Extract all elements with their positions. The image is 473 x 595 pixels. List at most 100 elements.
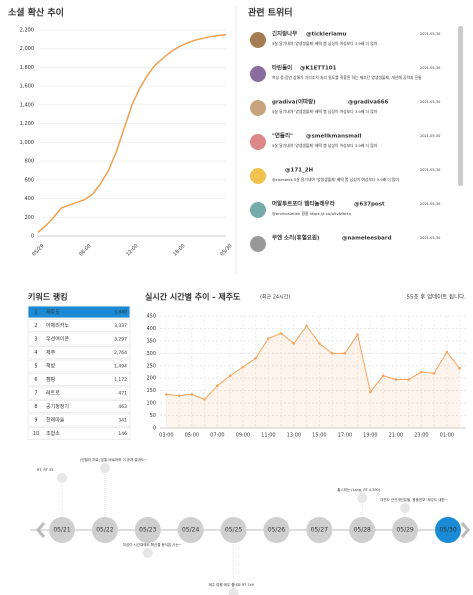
- rank: 9: [34, 418, 37, 424]
- x-tick-label: 13:00: [287, 433, 301, 439]
- y-tick-label: 0: [31, 234, 34, 240]
- x-tick-label: 09:00: [236, 433, 250, 439]
- tweet-text: 5살 달기내야 '양생생물제' 배떡 봄 남성이 여성보다 3.9배 더 많아: [272, 143, 378, 148]
- event-text: 제주 여행 매우 좋네요 RT 7k9: [209, 582, 254, 587]
- point: [267, 337, 270, 340]
- count: 2,764: [114, 350, 127, 356]
- ranking-row[interactable]: [28, 414, 130, 426]
- x-tick-label: 11:00: [261, 433, 275, 439]
- tweet-handle: @K1ETT101: [300, 66, 337, 72]
- ranking-row[interactable]: [28, 401, 130, 413]
- date-label: 05/30: [439, 527, 456, 534]
- tweet-date: 2021-05-30: [420, 134, 440, 138]
- tweet-date: 2021-05-30: [420, 202, 440, 206]
- event-avatar: [357, 493, 367, 503]
- point: [382, 374, 385, 377]
- tweet-text: @arvinosimleh 환잘 https://t.co/u5vN9e4n: [272, 211, 352, 216]
- tweet-handle: @tickleriamu: [306, 32, 347, 38]
- event-avatar: [57, 473, 67, 483]
- point: [318, 342, 321, 345]
- tweet-handle: @smellkmansmall: [306, 134, 362, 140]
- y-tick-label: 100: [146, 401, 156, 407]
- avatar: [250, 66, 266, 82]
- y-tick-label: 1,000: [20, 140, 34, 146]
- line: [38, 35, 226, 233]
- tweet-name: 긴지랑나무: [272, 30, 297, 38]
- keyword: 캠핑: [46, 376, 55, 383]
- avatar: [250, 100, 266, 116]
- x-tick-label: 05/30: [219, 243, 233, 257]
- tweet-name: gradiva(이따랑): [272, 98, 316, 106]
- avatar: [250, 236, 266, 252]
- point: [280, 332, 283, 335]
- y-tick-label: 2,000: [20, 46, 34, 52]
- avatar: [250, 134, 266, 150]
- tweet-handle: @171_2H: [285, 168, 314, 174]
- point: [229, 374, 232, 377]
- tweet-date: 2021-05-30: [420, 66, 440, 70]
- x-tick-label: 21:00: [389, 433, 403, 439]
- keyword: 레트로: [46, 390, 60, 397]
- y-tick-label: 400: [24, 196, 34, 202]
- count: 1,172: [114, 377, 127, 383]
- x-tick-label: 18:00: [172, 243, 186, 257]
- next-arrow[interactable]: [462, 523, 468, 537]
- x-tick-label: 12:00: [125, 243, 139, 257]
- tweet-handle: @637post: [354, 202, 385, 208]
- date-label: 05/24: [182, 527, 199, 534]
- ranking-row[interactable]: [28, 387, 130, 399]
- y-tick-label: 200: [146, 376, 156, 382]
- event-text: 여성이 시간대에도 확산결 봉석본 사는~: [123, 542, 182, 547]
- ranking-row[interactable]: [28, 428, 130, 440]
- y-tick-label: 1,200: [20, 121, 34, 127]
- date-label: 05/21: [53, 527, 70, 534]
- y-tick-label: 600: [24, 177, 34, 183]
- y-tick-label: 250: [146, 363, 156, 369]
- tweet-text: @chestexs 5살 달기내야 '양생생물제' 배떡 봄 남성이 여성보다 …: [272, 177, 400, 182]
- tweet-text: 5살 달기내야 '양생생물제' 배떡 봄 남성이 여성보다 3.9배 더 많아: [272, 41, 378, 46]
- tweet-date: 2021-05-30: [420, 32, 440, 36]
- x-tick-label: 05:00: [185, 433, 199, 439]
- event-avatar: [229, 588, 239, 595]
- y-tick-label: 150: [146, 388, 156, 394]
- rank: 1: [34, 310, 37, 316]
- event-text: RT, RT 35: [37, 468, 53, 472]
- point: [305, 325, 308, 328]
- point: [395, 378, 398, 381]
- y-tick-label: 800: [24, 159, 34, 165]
- count: 471: [118, 391, 127, 397]
- keyword: 한레마을: [46, 417, 65, 424]
- point: [446, 351, 449, 354]
- count: 5,840: [114, 310, 127, 316]
- tweet-handle: @nameleesbard: [342, 236, 392, 242]
- date-label: 05/29: [396, 527, 413, 534]
- rank: 6: [34, 377, 37, 383]
- count: 1,494: [114, 364, 127, 370]
- avatar: [250, 32, 266, 48]
- y-tick-label: 200: [24, 215, 34, 221]
- tweet-text: 여성 중·장년 상해가 기리조치 자리 밀도를 적용된 하는 제조단 양생생물제…: [272, 75, 422, 80]
- keyword: 책방: [46, 363, 56, 370]
- avatar: [250, 168, 266, 184]
- x-tick-label: 19:00: [363, 433, 377, 439]
- section-title: 소셜 확산 추이: [8, 7, 64, 19]
- rank: 7: [34, 391, 37, 397]
- keyword: 공기청정기: [46, 403, 69, 410]
- tweet-date: 2021-05-30: [420, 236, 440, 240]
- x-tick-label: 15:00: [312, 433, 326, 439]
- keyword: 제주: [46, 349, 56, 356]
- rank: 2: [34, 323, 37, 329]
- point: [420, 371, 423, 374]
- x-tick-label: 23:00: [414, 433, 428, 439]
- point: [178, 394, 181, 397]
- y-tick-label: 300: [146, 351, 156, 357]
- count: 341: [118, 418, 127, 424]
- point: [369, 391, 372, 394]
- tweet-name: 타린들이: [272, 64, 292, 72]
- point: [293, 342, 296, 345]
- rank: 10: [33, 431, 39, 437]
- point: [344, 352, 347, 355]
- point: [458, 367, 461, 370]
- point: [216, 384, 219, 387]
- point: [433, 372, 436, 375]
